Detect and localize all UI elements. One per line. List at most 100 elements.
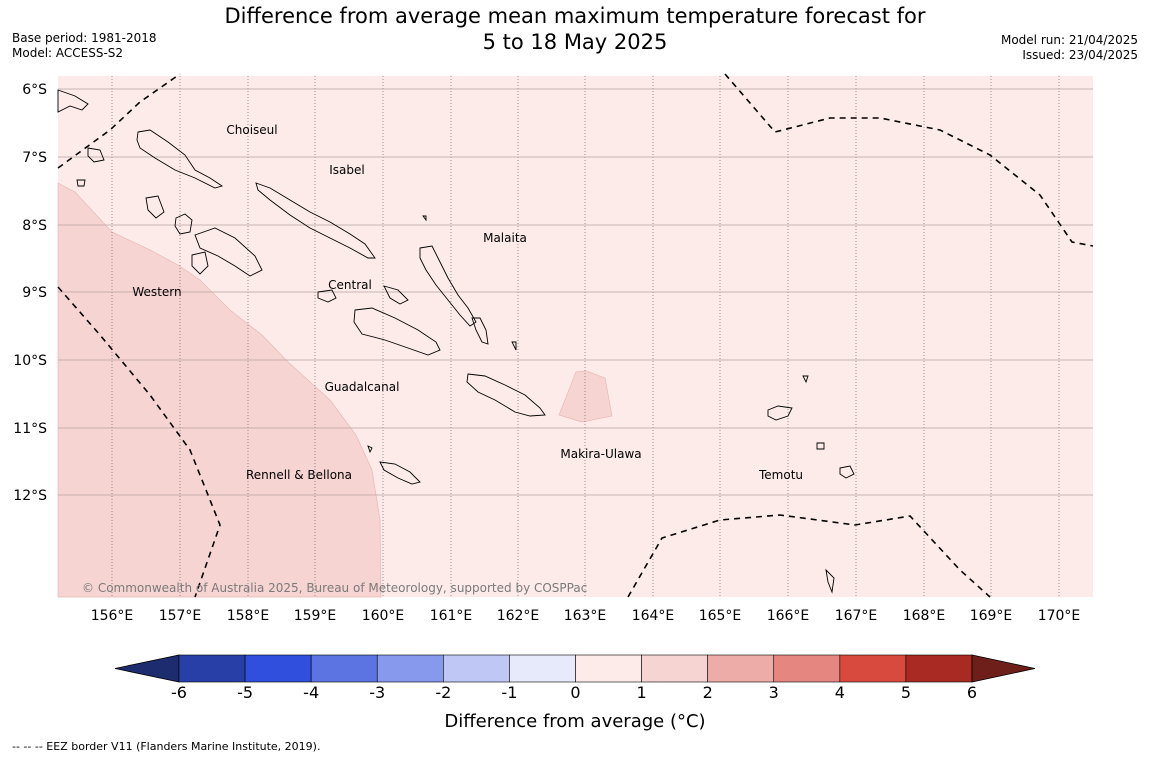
lat-label: 8°S: [22, 218, 47, 234]
region-label: Makira-Ulawa: [560, 447, 641, 461]
colorbar-tick-label: -1: [501, 683, 518, 702]
lon-label: 165°E: [699, 608, 742, 624]
region-label: Western: [132, 285, 181, 299]
island-ontong: [422, 215, 427, 222]
region-label: Central: [328, 278, 372, 292]
island-utupua: [839, 465, 855, 479]
island-vanikoro: [816, 442, 825, 450]
colorbar-swatch: [509, 654, 576, 683]
lon-label: 161°E: [430, 608, 473, 624]
colorbar-tick-label: 1: [636, 683, 647, 702]
lon-label: 167°E: [835, 608, 878, 624]
colorbar-title: Difference from average (°C): [444, 711, 706, 732]
island-russell: [317, 289, 337, 303]
island-makira: [466, 373, 546, 417]
issued-text: Issued: 23/04/2025: [1022, 48, 1138, 62]
colorbar-tick-label: 0: [570, 683, 581, 702]
title-line-2: 5 to 18 May 2025: [482, 30, 668, 54]
lon-label: 170°E: [1038, 608, 1081, 624]
island-rendova: [191, 251, 209, 275]
island-torres: [825, 568, 835, 594]
lon-label: 159°E: [294, 608, 337, 624]
coastlines: [57, 89, 855, 594]
colorbar-swatch: [839, 654, 907, 683]
lat-label: 7°S: [22, 150, 47, 166]
colorbar-swatch: [443, 654, 510, 683]
island-shortland: [87, 147, 105, 163]
base-period-text: Base period: 1981-2018: [12, 31, 157, 45]
lon-label: 164°E: [632, 608, 675, 624]
colorbar-swatch: [773, 654, 841, 683]
eez-boundaries: [57, 73, 1094, 598]
island-kolombangara: [174, 213, 193, 235]
colorbar-tick-label: 6: [966, 683, 978, 702]
colorbar: [114, 654, 1036, 683]
colorbar-swatch: [178, 654, 246, 683]
colorbar-tick-label: 3: [768, 683, 779, 702]
island-rennell: [379, 461, 421, 485]
lat-label: 11°S: [13, 421, 47, 437]
island-isabel: [255, 182, 376, 259]
island-santa-cruz: [767, 405, 793, 421]
title-line-1: Difference from average mean maximum tem…: [224, 4, 926, 28]
colorbar-swatch: [310, 654, 378, 683]
lat-label: 6°S: [22, 82, 47, 98]
island-vella-lavella: [145, 195, 165, 219]
island-sikaiana: [511, 341, 517, 351]
lon-label: 163°E: [564, 608, 607, 624]
meta-left: Base period: 1981-2018 Model: ACCESS-S2: [12, 31, 157, 61]
island-new-georgia: [194, 227, 263, 277]
lat-label: 12°S: [13, 488, 47, 504]
map-title: Difference from average mean maximum tem…: [0, 3, 1150, 55]
warm-anomaly-region-west: [57, 182, 382, 598]
model-run-text: Model run: 21/04/2025: [1000, 33, 1138, 47]
region-label: Malaita: [483, 231, 527, 245]
colorbar-swatch: [641, 654, 708, 683]
lat-label: 9°S: [22, 285, 47, 301]
lon-label: 156°E: [91, 608, 134, 624]
region-label: Choiseul: [226, 123, 277, 137]
colorbar-tick-label: 2: [702, 683, 713, 702]
lat-label: 10°S: [13, 353, 47, 369]
lon-label: 160°E: [362, 608, 405, 624]
region-label: Rennell & Bellona: [246, 468, 352, 482]
island-reef: [802, 375, 809, 384]
colorbar-swatch: [905, 654, 973, 683]
colorbar-tick-label: 5: [900, 683, 911, 702]
colorbar-tick-label: -5: [237, 683, 254, 702]
colorbar-tick-label: -6: [171, 683, 187, 702]
eez-footnote: -- -- -- EEZ border V11 (Flanders Marine…: [12, 740, 321, 753]
lon-label: 162°E: [497, 608, 540, 624]
region-labels: Choiseul Isabel Malaita Western Central Guada…: [132, 123, 803, 482]
lon-label: 158°E: [227, 608, 270, 624]
island-florida: [383, 285, 409, 305]
colorbar-high-extend: [971, 654, 1036, 683]
colorbar-swatch: [707, 654, 775, 683]
graticule: 156°E 157°E 158°E 159°E 160°E 161°E 162°E 163°E…: [13, 76, 1093, 624]
island-bellona: [367, 445, 373, 454]
island-bougainville: [57, 89, 89, 113]
colorbar-swatch: [575, 654, 642, 683]
lon-label: 166°E: [767, 608, 810, 624]
lon-label: 169°E: [970, 608, 1013, 624]
island-choiseul: [136, 129, 224, 189]
island-small-malaita: [471, 317, 489, 345]
island-guadalcanal: [353, 307, 441, 356]
region-label: Temotu: [758, 468, 803, 482]
colorbar-tick-label: -2: [435, 683, 452, 702]
region-label: Guadalcanal: [325, 380, 400, 394]
colorbar-swatch: [376, 654, 444, 683]
region-label: Isabel: [329, 163, 364, 177]
island-malaita: [419, 245, 477, 327]
lon-label: 157°E: [159, 608, 202, 624]
colorbar-tick-label: -4: [303, 683, 320, 702]
colorbar-tick-label: 4: [834, 683, 845, 702]
colorbar-swatch: [244, 654, 312, 683]
colorbar-low-extend: [114, 654, 180, 683]
warm-anomaly-region-patch: [558, 370, 613, 423]
lon-label: 168°E: [903, 608, 946, 624]
colorbar-tick-label: -3: [369, 683, 386, 702]
model-text: Model: ACCESS-S2: [12, 46, 124, 60]
copyright-text: © Commonwealth of Australia 2025, Bureau…: [82, 581, 587, 595]
